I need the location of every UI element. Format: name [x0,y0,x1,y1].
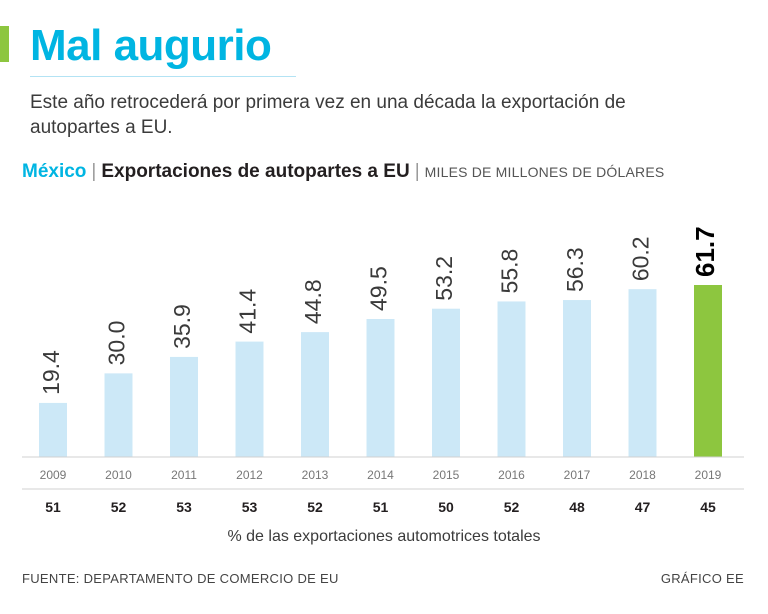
share-value-label: 52 [111,499,127,515]
page-subtitle: Este año retrocederá por primera vez en … [30,92,626,138]
bar-2015 [432,308,460,457]
bar-2011 [170,356,198,457]
bar-2013 [301,332,329,457]
accent-bar [0,26,9,62]
bar-value-label: 30.0 [104,321,130,366]
bar-value-label: 60.2 [628,236,654,281]
chart-header-separator: | [91,161,97,182]
x-tick-label: 2016 [498,468,525,482]
chart-header-separator-2: | [414,161,420,182]
bar-value-label: 19.4 [38,350,64,395]
bar-value-label: 53.2 [431,256,457,301]
x-tick-label: 2011 [171,468,197,482]
bar-chart: 19.4 2009 51 30.0 2010 52 35.9 2011 53 41.4 2012 53… [22,226,744,515]
share-value-label: 50 [438,499,454,515]
share-value-label: 47 [635,499,651,515]
bar-2017 [563,300,591,457]
x-tick-label: 2015 [433,468,460,482]
x-tick-label: 2013 [302,468,329,482]
bar-value-label: 44.8 [300,279,326,324]
bar-value-label: 56.3 [562,247,588,292]
bar-value-label: 61.7 [690,226,720,277]
chart-header: México | Exportaciones de autopartes a EU |… [22,160,744,184]
share-value-label: 53 [242,499,258,515]
bar-2014 [366,319,395,457]
bar-2012 [235,341,264,457]
x-tick-label: 2012 [236,468,263,482]
share-value-label: 45 [700,499,716,515]
bar-2019 [694,285,722,457]
x-tick-label: 2017 [564,468,591,482]
bar-value-label: 35.9 [169,304,195,349]
x-tick-label: 2018 [629,468,656,482]
page-title: Mal augurio [30,21,272,70]
share-value-label: 52 [504,499,520,515]
bar-value-label: 55.8 [497,249,523,294]
share-value-label: 51 [45,499,61,515]
bar-value-label: 41.4 [235,289,261,334]
x-tick-label: 2014 [367,468,394,482]
x-tick-label: 2010 [105,468,132,482]
title-divider [30,76,296,77]
share-value-label: 51 [373,499,389,515]
x-tick-label: 2019 [695,468,722,482]
bar-2010 [104,373,133,457]
source-note: FUENTE: DEPARTAMENTO DE COMERCIO DE EU [22,571,339,586]
secondary-row-caption: % de las exportaciones automotrices tota… [227,528,541,545]
bar-2016 [497,301,526,457]
share-value-label: 48 [569,499,585,515]
bar-2009 [39,402,67,457]
chart-title: Exportaciones de autopartes a EU [101,161,410,182]
share-value-label: 53 [176,499,192,515]
bar-2018 [628,289,657,457]
bar-value-label: 49.5 [366,266,392,311]
share-value-label: 52 [307,499,323,515]
chart-units-label: MILES DE MILLONES DE DÓLARES [424,164,665,180]
graphic-credit: GRÁFICO EE [660,571,744,586]
chart-country-label: México [22,161,87,182]
x-tick-label: 2009 [40,468,67,482]
